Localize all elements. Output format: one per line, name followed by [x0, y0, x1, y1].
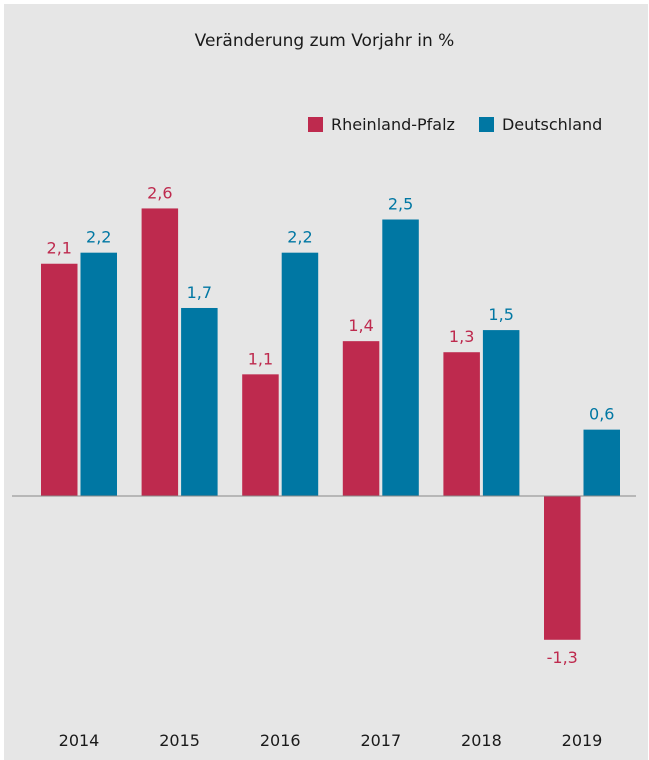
x-tick-label-2018: 2018 [461, 731, 502, 750]
legend-label-rheinland-pfalz: Rheinland-Pfalz [331, 114, 455, 134]
value-label-deutschland-2015: 1,7 [187, 283, 212, 302]
bar-rheinland-pfalz-2017 [342, 341, 380, 496]
x-tick-label-2014: 2014 [59, 731, 100, 750]
value-label-deutschland-2014: 2,2 [86, 228, 111, 247]
legend-swatch-deutschland [478, 116, 494, 132]
value-label-deutschland-2016: 2,2 [287, 228, 312, 247]
x-tick-label-2019: 2019 [562, 731, 603, 750]
bar-rheinland-pfalz-2014 [41, 263, 78, 496]
chart-title: Veränderung zum Vorjahr in % [194, 31, 455, 51]
legend-item-deutschland: Deutschland [478, 114, 603, 134]
bar-rheinland-pfalz-2016 [242, 374, 279, 496]
value-label-deutschland-2017: 2,5 [388, 195, 413, 214]
x-tick-label-2017: 2017 [360, 731, 401, 750]
value-label-rheinland-pfalz-2015: 2,6 [147, 183, 172, 202]
value-label-rheinland-pfalz-2019: -1,3 [547, 648, 578, 667]
x-tick-label-2016: 2016 [260, 731, 301, 750]
bar-deutschland-2017 [382, 219, 419, 496]
bar-deutschland-2018 [482, 330, 520, 496]
value-label-rheinland-pfalz-2018: 1,3 [449, 327, 474, 346]
legend: Rheinland-Pfalz Deutschland [308, 114, 602, 134]
bar-rheinland-pfalz-2018 [443, 352, 480, 496]
x-tick-label-2015: 2015 [159, 731, 200, 750]
value-label-deutschland-2019: 0,6 [589, 405, 614, 424]
legend-swatch-rheinland-pfalz [308, 116, 323, 132]
value-label-deutschland-2018: 1,5 [488, 305, 513, 324]
bar-deutschland-2014 [80, 252, 117, 496]
bar-rheinland-pfalz-2015 [141, 208, 179, 496]
bar-rheinland-pfalz-2019 [544, 496, 581, 640]
bar-deutschland-2016 [281, 252, 319, 496]
value-label-rheinland-pfalz-2014: 2,1 [47, 239, 72, 258]
value-label-rheinland-pfalz-2016: 1,1 [248, 349, 273, 368]
legend-label-deutschland: Deutschland [501, 114, 603, 134]
bar-deutschland-2015 [181, 307, 218, 496]
value-label-rheinland-pfalz-2017: 1,4 [348, 316, 373, 335]
legend-item-rheinland-pfalz: Rheinland-Pfalz [308, 115, 455, 134]
bar-deutschland-2019 [583, 429, 620, 496]
